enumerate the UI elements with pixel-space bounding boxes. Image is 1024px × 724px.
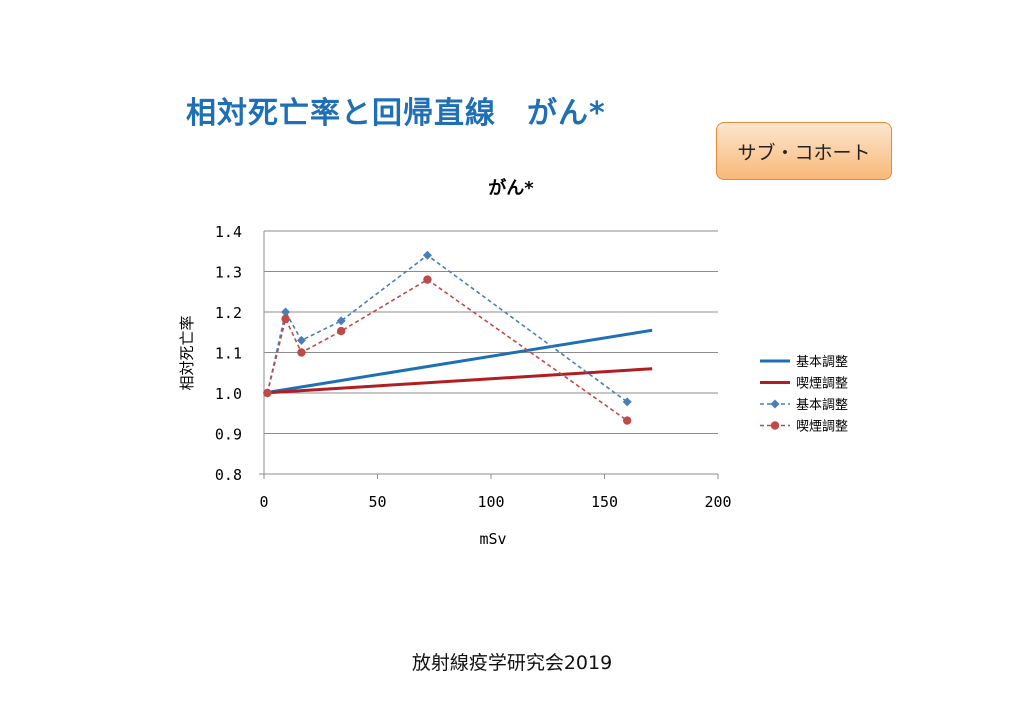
data-point-circle xyxy=(297,348,306,357)
y-tick-label: 1.1 xyxy=(215,345,242,363)
y-axis-label: 相対死亡率 xyxy=(178,315,196,390)
x-tick-label: 150 xyxy=(591,493,618,511)
data-point-circle xyxy=(336,326,346,336)
data-point-circle xyxy=(770,421,780,430)
data-point-diamond xyxy=(281,307,291,317)
data-point-circle xyxy=(281,314,290,324)
x-tick-label: 50 xyxy=(368,493,386,511)
footer-text: 放射線疫学研究会2019 xyxy=(411,652,613,674)
axes: 0.8 0.9 1.0 1.1 1.2 1.3 1.4 0 50 100 150 200 xyxy=(215,223,732,511)
series-layer xyxy=(262,250,653,425)
data-point-diamond xyxy=(422,250,432,260)
series-line-dashed xyxy=(266,278,628,422)
legend-label: 基本調整 xyxy=(796,398,848,413)
y-tick-label: 1.2 xyxy=(215,304,242,322)
data-point-diamond xyxy=(622,397,632,407)
x-tick-label: 200 xyxy=(704,493,731,511)
data-point-circle xyxy=(623,416,632,425)
x-tick-label: 0 xyxy=(259,493,268,511)
y-tick-label: 1.3 xyxy=(215,264,242,282)
y-tick-label: 0.8 xyxy=(215,466,242,484)
data-point-diamond xyxy=(336,316,346,326)
slide-title: 相対死亡率と回帰直線 がん* xyxy=(186,96,606,131)
data-point-diamond xyxy=(770,399,780,409)
legend-label: 基本調整 xyxy=(796,355,848,370)
data-point-diamond xyxy=(296,335,306,345)
y-tick-label: 1.4 xyxy=(215,223,242,241)
chart-title: がん* xyxy=(488,177,534,199)
x-axis-label: mSv xyxy=(479,530,506,548)
data-point-circle xyxy=(263,388,272,398)
y-tick-label: 0.9 xyxy=(215,426,242,444)
legend-label: 喫煙調整 xyxy=(796,377,848,392)
x-tick-label: 100 xyxy=(477,493,504,511)
y-tick-label: 1.0 xyxy=(215,385,242,403)
legend-label: 喫煙調整 xyxy=(796,420,848,435)
series-line-regression xyxy=(263,328,653,395)
series-line-dashed xyxy=(266,254,628,403)
gridlines xyxy=(264,230,718,475)
sub-cohort-badge: サブ・コホート xyxy=(716,122,892,180)
series-line-regression xyxy=(263,367,653,395)
data-point-circle xyxy=(423,275,432,284)
